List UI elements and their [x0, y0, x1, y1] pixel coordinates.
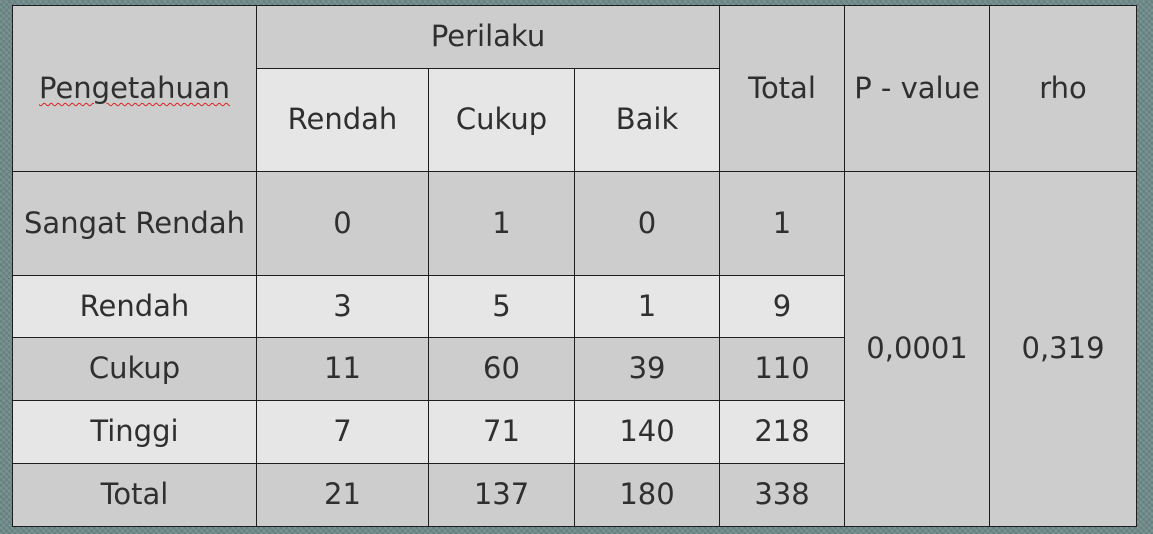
header-p-value: P - value [844, 5, 991, 172]
rho-cell: 0,319 [989, 171, 1138, 527]
cell-value: 7 [256, 400, 429, 464]
header-col-cukup: Cukup [428, 68, 575, 172]
header-col-baik: Baik [573, 68, 721, 172]
header-perilaku: Perilaku [255, 5, 721, 69]
cell-value: 1 [573, 275, 721, 338]
header-col-rendah: Rendah [256, 68, 429, 172]
row-label: Rendah [12, 275, 257, 338]
cell-value: 3 [256, 275, 429, 338]
cell-value: 137 [428, 463, 575, 527]
cell-value: 0 [573, 171, 721, 276]
cell-value: 71 [428, 400, 575, 464]
cell-total: 338 [719, 463, 846, 527]
row-label: Total [12, 463, 257, 527]
header-rho: rho [989, 5, 1138, 172]
cell-total: 218 [719, 400, 846, 464]
cell-value: 5 [428, 275, 575, 338]
cell-total: 110 [719, 337, 846, 401]
cell-value: 11 [256, 337, 429, 401]
header-total: Total [719, 5, 846, 172]
header-pengetahuan: Pengetahuan [12, 5, 257, 172]
row-label: Cukup [12, 337, 257, 401]
cell-value: 1 [428, 171, 575, 276]
cell-value: 140 [573, 400, 721, 464]
p-value-cell: 0,0001 [844, 171, 991, 527]
table-row: Sangat Rendah 0 1 0 1 0,0001 0,319 [12, 171, 1138, 527]
row-label: Sangat Rendah [12, 171, 257, 276]
cell-value: 39 [573, 337, 721, 401]
cell-value: 60 [428, 337, 575, 401]
cell-value: 21 [256, 463, 429, 527]
header-pengetahuan-label: Pengetahuan [39, 70, 230, 105]
cell-total: 1 [719, 171, 846, 276]
row-label: Tinggi [12, 400, 257, 464]
cell-value: 180 [573, 463, 721, 527]
cell-total: 9 [719, 275, 846, 338]
crosstab-table: Pengetahuan Perilaku Total P - value rho… [12, 5, 1138, 527]
cell-value: 0 [256, 171, 429, 276]
